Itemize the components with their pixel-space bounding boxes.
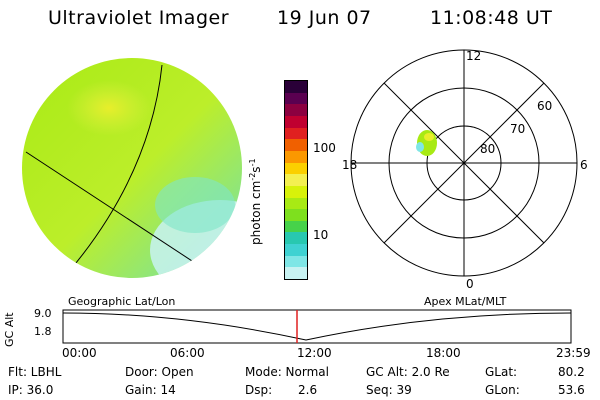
door-label: Door: Open [125, 365, 194, 379]
mlt-0-label: 0 [466, 277, 474, 291]
colorbar-segment [285, 174, 307, 186]
mlt-12-label: 12 [466, 49, 481, 63]
colorbar-segment [285, 162, 307, 175]
altitude-curve [62, 312, 572, 341]
time-label: 11:08:48 UT [430, 7, 553, 29]
date-label: 19 Jun 07 [277, 7, 372, 29]
lat-lon-line [25, 151, 219, 278]
alt-min-label: 1.8 [34, 325, 52, 338]
glon-label: GLon: [485, 383, 520, 397]
alt-max-label: 9.0 [34, 307, 52, 320]
ip-label: IP: 36.0 [8, 383, 54, 397]
lon-curve [59, 64, 163, 278]
colorbar-segment [285, 209, 307, 221]
colorbar-segment [285, 267, 307, 279]
colorbar-segment [285, 244, 307, 256]
lat-60-label: 60 [537, 99, 552, 113]
colorbar-segment [285, 255, 307, 268]
colorbar-tick-10: 10 [313, 228, 329, 242]
altitude-timeline [62, 309, 572, 344]
tick-1200: 12:00 [297, 346, 332, 360]
colorbar-unit-label: photon cm-2s-1 [248, 158, 263, 245]
mlt-6-label: 6 [580, 158, 588, 172]
colorbar-segment [285, 139, 307, 151]
gc-alt-label: GC Alt: 2.0 Re [366, 365, 450, 379]
colorbar-tick-100: 100 [313, 141, 336, 155]
colorbar-segment [285, 150, 307, 163]
geographic-title: Geographic Lat/Lon [68, 295, 176, 308]
colorbar-segment [285, 197, 307, 210]
colorbar-segment [285, 104, 307, 117]
filter-label: Flt: LBHL [8, 365, 62, 379]
seq-label: Seq: 39 [366, 383, 412, 397]
lat-70-label: 70 [510, 122, 525, 136]
glat-value: 80.2 [558, 365, 585, 379]
auroral-image [22, 58, 242, 278]
polar-plot: 12 18 6 0 60 70 80 [342, 49, 588, 291]
tick-1800: 18:00 [426, 346, 461, 360]
gc-alt-axis-label: GC Alt [3, 312, 16, 347]
mlt-18-label: 18 [342, 158, 357, 172]
colorbar-segment [285, 232, 307, 245]
colorbar-segment [285, 185, 307, 198]
dsp-label: Dsp: [245, 383, 273, 397]
tick-2359: 23:59 [556, 346, 591, 360]
mode-label: Mode: Normal [245, 365, 329, 379]
lat-80-label: 80 [480, 142, 495, 156]
colorbar-segment [285, 116, 307, 128]
tick-0000: 00:00 [62, 346, 97, 360]
glat-label: GLat: [485, 365, 518, 379]
colorbar-segment [285, 81, 307, 93]
colorbar-segment [285, 127, 307, 140]
colorbar [284, 80, 308, 280]
gain-label: Gain: 14 [125, 383, 176, 397]
instrument-title: Ultraviolet Imager [48, 7, 230, 29]
apex-title: Apex MLat/MLT [424, 295, 507, 308]
tick-0600: 06:00 [170, 346, 205, 360]
dsp-value: 2.6 [298, 383, 318, 397]
colorbar-segment [285, 92, 307, 105]
glon-value: 53.6 [558, 383, 585, 397]
colorbar-segment [285, 220, 307, 233]
